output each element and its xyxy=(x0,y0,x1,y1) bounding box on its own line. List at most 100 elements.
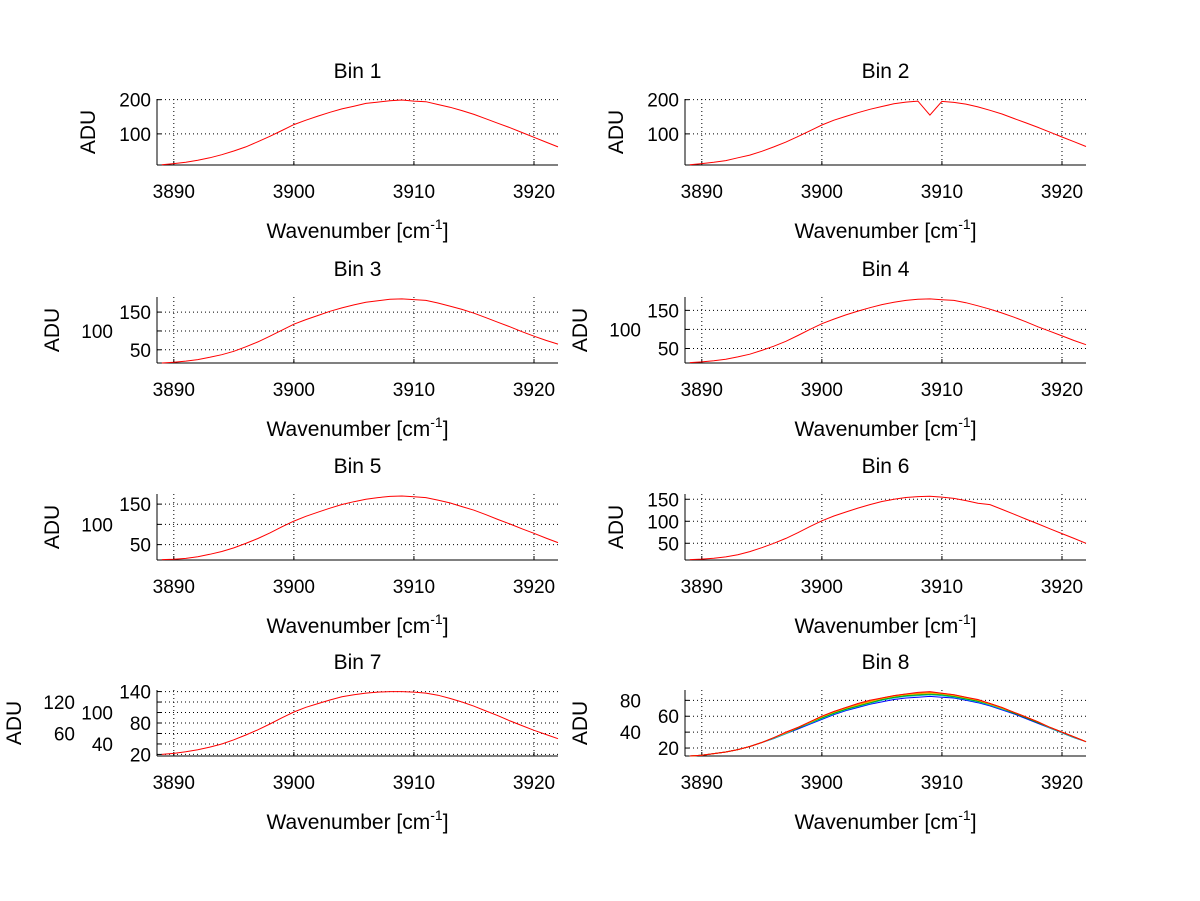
x-axis-label-end: ] xyxy=(971,615,977,638)
subplot-bin-3: 3890 3900 3910 3920 50 100 150 Bin 3 ADU Wavenumb… xyxy=(41,258,559,441)
x-axis-label: Wavenumber [cm-1] xyxy=(794,611,976,638)
x-tick-label: 3900 xyxy=(273,380,315,401)
x-axis-label-main: Wavenumber [cm xyxy=(266,220,430,243)
y-axis-label: ADU xyxy=(3,701,26,745)
x-axis-label: Wavenumber [cm-1] xyxy=(266,216,448,243)
x-tick-label: 3900 xyxy=(273,182,315,203)
x-axis-label-superscript: -1 xyxy=(430,414,443,430)
y-tick-label: 40 xyxy=(620,723,641,744)
x-tick-label: 3900 xyxy=(801,577,843,598)
subplot-title: Bin 6 xyxy=(862,455,910,478)
y-axis-label: ADU xyxy=(605,505,628,549)
x-tick-label: 3900 xyxy=(801,182,843,203)
x-tick-label: 3910 xyxy=(393,380,435,401)
x-axis-label: Wavenumber [cm-1] xyxy=(794,807,976,834)
x-tick-label: 3920 xyxy=(513,380,555,401)
x-axis-label-main: Wavenumber [cm xyxy=(794,220,958,243)
y-tick-label: 150 xyxy=(647,490,679,511)
series-line-series-6 xyxy=(689,691,1087,757)
series-line-spectrum xyxy=(689,298,1087,364)
y-tick-label: 80 xyxy=(130,714,151,735)
x-tick-label: 3920 xyxy=(1041,577,1083,598)
y-tick-label: 150 xyxy=(119,495,151,516)
y-tick-label: 100 xyxy=(81,322,113,343)
x-axis-label-main: Wavenumber [cm xyxy=(266,615,430,638)
y-tick-label: 100 xyxy=(81,704,113,725)
x-tick-label: 3900 xyxy=(801,380,843,401)
series-line-spectrum xyxy=(689,495,1087,561)
x-axis-label-end: ] xyxy=(443,418,449,441)
x-tick-label: 3890 xyxy=(681,577,723,598)
x-axis-label-superscript: -1 xyxy=(958,414,971,430)
x-axis-label-end: ] xyxy=(443,615,449,638)
subplot-bin-7: 3890 3900 3910 3920 20 40 60 80 100 120 140 Bin 7 AD… xyxy=(3,651,559,834)
x-axis-label: Wavenumber [cm-1] xyxy=(266,611,448,638)
series-line-spectrum xyxy=(161,691,559,755)
y-tick-label: 200 xyxy=(119,91,151,112)
y-tick-label: 100 xyxy=(609,320,641,341)
x-tick-label: 3920 xyxy=(513,182,555,203)
subplot-title: Bin 7 xyxy=(334,651,382,674)
y-tick-label: 50 xyxy=(658,534,679,555)
y-tick-label: 50 xyxy=(130,536,151,557)
y-tick-label: 140 xyxy=(119,683,151,704)
x-tick-label: 3890 xyxy=(681,182,723,203)
x-tick-label: 3910 xyxy=(393,773,435,794)
subplot-bin-8: 3890 3900 3910 3920 20 40 60 80 Bin 8 ADU Wavenumb… xyxy=(569,651,1087,834)
subplot-bin-1: 3890 3900 3910 3920 100 200 Bin 1 ADU Wavenumber… xyxy=(77,60,559,243)
x-tick-label: 3890 xyxy=(153,577,195,598)
x-axis-label: Wavenumber [cm-1] xyxy=(794,216,976,243)
x-axis-label-superscript: -1 xyxy=(958,807,971,823)
y-axis-label: ADU xyxy=(41,505,64,549)
y-tick-label: 20 xyxy=(130,745,151,766)
x-tick-label: 3920 xyxy=(1041,773,1083,794)
x-tick-label: 3900 xyxy=(273,577,315,598)
subplot-title: Bin 4 xyxy=(862,258,910,281)
x-axis-label-end: ] xyxy=(443,220,449,243)
x-axis-label-main: Wavenumber [cm xyxy=(794,418,958,441)
y-axis-label: ADU xyxy=(41,308,64,352)
x-axis-label-main: Wavenumber [cm xyxy=(266,811,430,834)
y-axis-label: ADU xyxy=(605,110,628,154)
x-axis-label-superscript: -1 xyxy=(430,611,443,627)
x-axis-label-superscript: -1 xyxy=(430,807,443,823)
y-axis-label: ADU xyxy=(569,701,592,745)
x-tick-label: 3900 xyxy=(801,773,843,794)
y-axis-label: ADU xyxy=(569,308,592,352)
x-tick-label: 3910 xyxy=(921,380,963,401)
y-tick-label: 20 xyxy=(658,739,679,760)
subplot-title: Bin 3 xyxy=(334,258,382,281)
series-line-spectrum xyxy=(161,495,559,561)
y-tick-label: 40 xyxy=(92,735,113,756)
y-tick-label: 80 xyxy=(620,691,641,712)
subplot-bin-5: 3890 3900 3910 3920 50 100 150 Bin 5 ADU Wavenumb… xyxy=(41,455,559,638)
subplot-bin-2: 3890 3900 3910 3920 100 200 Bin 2 ADU Wavenumber… xyxy=(605,60,1087,243)
x-tick-label: 3910 xyxy=(921,773,963,794)
x-tick-label: 3890 xyxy=(153,773,195,794)
x-tick-label: 3890 xyxy=(681,773,723,794)
x-axis-label-main: Wavenumber [cm xyxy=(794,811,958,834)
series-line-spectrum xyxy=(161,298,559,364)
x-tick-label: 3910 xyxy=(393,182,435,203)
y-tick-label: 200 xyxy=(647,91,679,112)
y-tick-label: 100 xyxy=(647,125,679,146)
subplot-bin-4: 3890 3900 3910 3920 50 100 150 Bin 4 ADU Wavenumb… xyxy=(569,258,1087,441)
series-line-spectrum xyxy=(689,100,1087,166)
x-tick-label: 3890 xyxy=(153,380,195,401)
y-tick-label: 150 xyxy=(647,301,679,322)
y-tick-label: 100 xyxy=(119,125,151,146)
y-tick-label: 50 xyxy=(658,340,679,361)
subplot-title: Bin 8 xyxy=(862,651,910,674)
x-axis-label: Wavenumber [cm-1] xyxy=(266,807,448,834)
y-tick-label: 100 xyxy=(81,515,113,536)
x-axis-label-superscript: -1 xyxy=(958,216,971,232)
x-axis-label-end: ] xyxy=(443,811,449,834)
y-tick-label: 150 xyxy=(119,303,151,324)
series-line-spectrum xyxy=(161,99,559,166)
x-axis-label-main: Wavenumber [cm xyxy=(794,615,958,638)
x-axis-label: Wavenumber [cm-1] xyxy=(794,414,976,441)
x-tick-label: 3920 xyxy=(513,577,555,598)
x-tick-label: 3900 xyxy=(273,773,315,794)
